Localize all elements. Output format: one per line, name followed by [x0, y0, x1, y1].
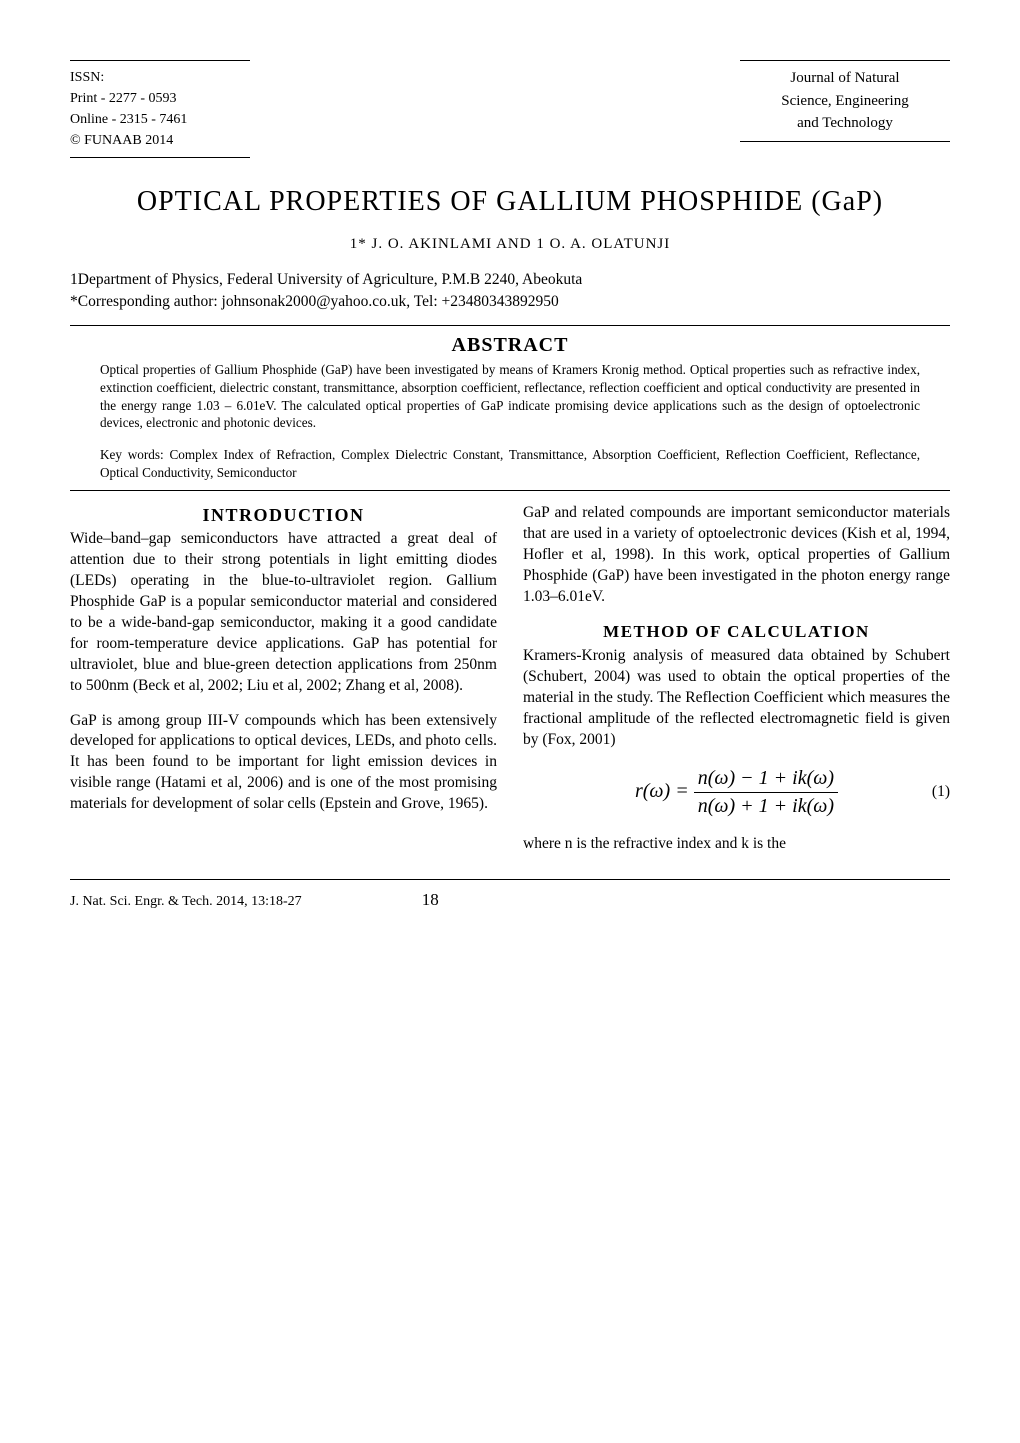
abstract-body: Optical properties of Gallium Phosphide … — [100, 361, 920, 432]
left-column: INTRODUCTION Wide–band–gap semiconductor… — [70, 503, 497, 855]
eq1-denominator: n(ω) + 1 + ik(ω) — [694, 793, 838, 820]
footer-citation: J. Nat. Sci. Engr. & Tech. 2014, 13:18-2… — [70, 894, 302, 910]
method-paragraph-1: Kramers-Kronig analysis of measured data… — [523, 646, 950, 751]
header-row: ISSN: Print - 2277 - 0593 Online - 2315 … — [70, 60, 950, 158]
method-heading: METHOD OF CALCULATION — [523, 621, 950, 644]
page-number: 18 — [422, 890, 439, 910]
corresponding-author: *Corresponding author: johnsonak2000@yah… — [70, 293, 950, 311]
equation-1-number: (1) — [932, 782, 950, 803]
method-paragraph-2: where n is the refractive index and k is… — [523, 834, 950, 855]
two-column-body: INTRODUCTION Wide–band–gap semiconductor… — [70, 503, 950, 855]
footer-row: J. Nat. Sci. Engr. & Tech. 2014, 13:18-2… — [70, 890, 950, 910]
journal-line-3: and Technology — [740, 112, 950, 135]
intro-paragraph-1: Wide–band–gap semiconductors have attrac… — [70, 529, 497, 696]
intro-paragraph-2: GaP is among group III-V compounds which… — [70, 711, 497, 816]
issn-label: ISSN: — [70, 67, 250, 88]
issn-block: ISSN: Print - 2277 - 0593 Online - 2315 … — [70, 60, 250, 158]
journal-line-2: Science, Engineering — [740, 90, 950, 113]
authors-line: 1* J. O. AKINLAMI AND 1 O. A. OLATUNJI — [70, 236, 950, 253]
eq1-fraction: n(ω) − 1 + ik(ω) n(ω) + 1 + ik(ω) — [694, 765, 838, 820]
issn-copyright: © FUNAAB 2014 — [70, 130, 250, 151]
equation-1: r(ω) = n(ω) − 1 + ik(ω) n(ω) + 1 + ik(ω)… — [523, 765, 950, 820]
journal-block: Journal of Natural Science, Engineering … — [740, 60, 950, 142]
journal-line-1: Journal of Natural — [740, 67, 950, 90]
rule-bottom — [70, 490, 950, 491]
eq1-lhs: r(ω) = — [635, 780, 689, 802]
rule-top — [70, 325, 950, 326]
paper-title: OPTICAL PROPERTIES OF GALLIUM PHOSPHIDE … — [70, 186, 950, 218]
equation-1-lhs: r(ω) = n(ω) − 1 + ik(ω) n(ω) + 1 + ik(ω) — [635, 765, 838, 820]
keywords: Key words: Complex Index of Refraction, … — [100, 446, 920, 482]
right-column: GaP and related compounds are important … — [523, 503, 950, 855]
abstract-heading: ABSTRACT — [70, 334, 950, 357]
affiliation: 1Department of Physics, Federal Universi… — [70, 271, 950, 289]
footer-rule — [70, 879, 950, 880]
introduction-heading: INTRODUCTION — [70, 503, 497, 527]
right-paragraph-1: GaP and related compounds are important … — [523, 503, 950, 608]
issn-print: Print - 2277 - 0593 — [70, 88, 250, 109]
eq1-numerator: n(ω) − 1 + ik(ω) — [694, 765, 838, 793]
issn-online: Online - 2315 - 7461 — [70, 109, 250, 130]
